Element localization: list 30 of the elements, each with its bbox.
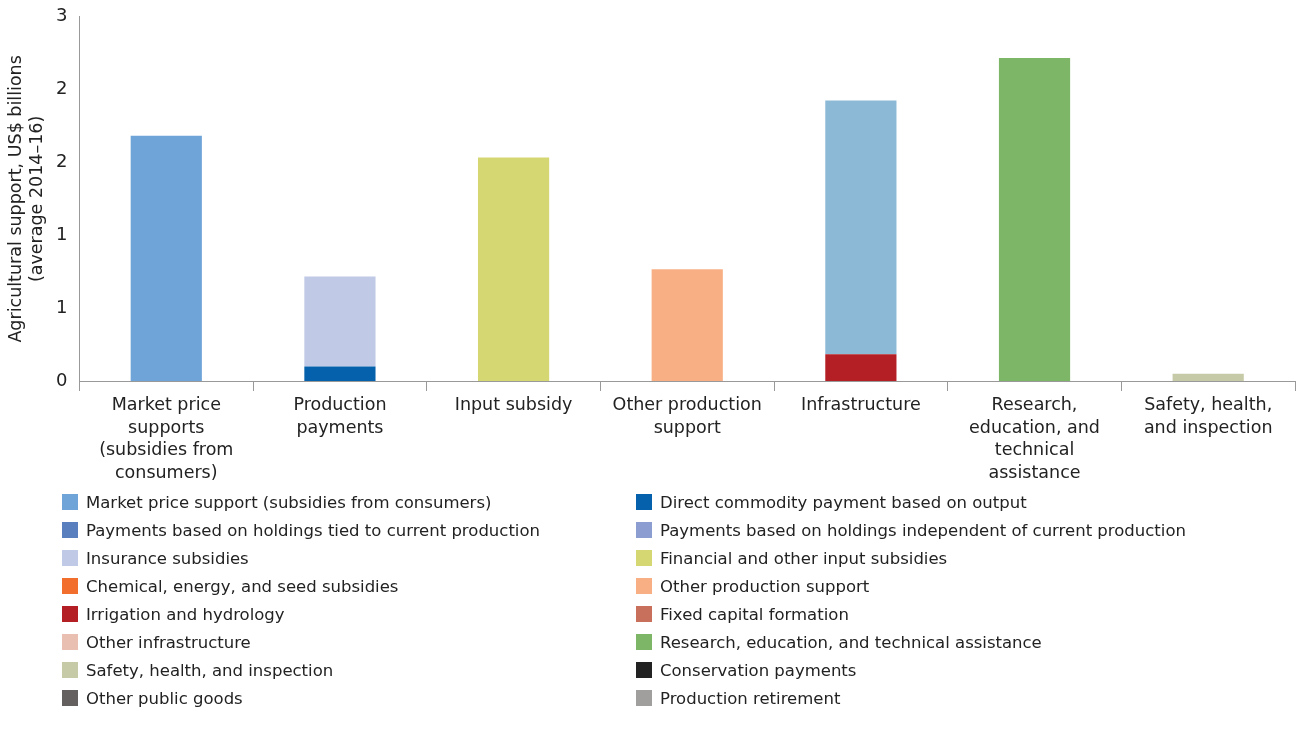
y-tick-label: 0	[56, 368, 68, 390]
legend-label: Payments based on holdings independent of current production	[660, 520, 1186, 540]
legend-label: Production retirement	[660, 688, 841, 708]
x-tick-label: Safety, health, and inspection	[1143, 393, 1273, 437]
y-tick-label: 3	[56, 4, 68, 26]
legend-label: Financial and other input subsidies	[660, 548, 948, 568]
legend-label: Market price support (subsidies from consumers)	[86, 492, 492, 512]
legend-label: Other public goods	[86, 688, 243, 708]
x-tick-label: Market price supports (subsidies from consumers)	[99, 393, 234, 483]
legend-label: Insurance subsidies	[86, 548, 249, 568]
x-tick-label: Input subsidy	[454, 393, 573, 414]
legend-label: Direct commodity payment based on output	[660, 492, 1027, 512]
legend-label: Safety, health, and inspection	[86, 660, 334, 680]
legend-label: Research, education, and technical assistance	[660, 632, 1042, 652]
y-tick-label: 2	[56, 77, 68, 99]
x-tick-label: Other production support	[612, 393, 762, 437]
legend-label: Fixed capital formation	[660, 604, 849, 624]
x-tick-label: Research, education, and technical assistance	[969, 393, 1100, 483]
y-tick-label: 1	[56, 222, 68, 244]
x-tick-label: Production payments	[293, 393, 387, 437]
y-tick-label: 1	[56, 295, 68, 317]
legend-label: Other production support	[660, 576, 870, 596]
legend-label: Conservation payments	[660, 660, 857, 680]
legend-label: Other infrastructure	[86, 632, 251, 652]
legend-label: Payments based on holdings tied to current production	[86, 520, 540, 540]
x-tick-label: Infrastructure	[801, 393, 921, 414]
legend-label: Irrigation and hydrology	[86, 604, 285, 624]
y-tick-label: 2	[56, 150, 68, 172]
y-axis-title: Agricultural support, US$ billions (average 2014–16)	[5, 55, 47, 343]
legend-label: Chemical, energy, and seed subsidies	[86, 576, 399, 596]
